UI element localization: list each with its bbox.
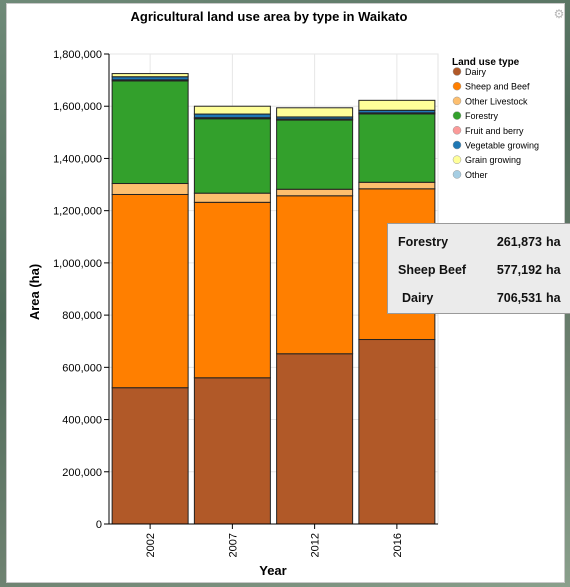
legend-swatch [452, 140, 462, 150]
bar-segment-grain-growing-2012 [276, 107, 354, 118]
bar-segment-vegetable-growing-2007 [193, 113, 271, 119]
chart-title: Agricultural land use area by type in Wa… [131, 9, 408, 24]
x-tick-label: 2002 [145, 533, 157, 557]
bars [111, 73, 436, 525]
legend-label: Fruit and berry [465, 126, 524, 136]
legend-label: Other [465, 170, 488, 180]
settings-icon[interactable]: ⚙ [553, 7, 565, 21]
tooltip-label: Forestry [398, 235, 449, 249]
legend-swatch [452, 126, 462, 135]
tooltip-label: Dairy [402, 291, 434, 305]
legend-label: Grain growing [465, 155, 521, 165]
tooltip-label: Sheep Beef [398, 263, 467, 277]
tooltip-unit: ha [546, 263, 561, 277]
tooltip-row-sheep-beef: Sheep Beef 577,192 ha [388, 263, 570, 281]
legend-label: Dairy [465, 67, 487, 77]
legend-swatch [452, 111, 462, 120]
legend-label: Other Livestock [465, 96, 528, 106]
x-tick-label: 2007 [227, 533, 239, 557]
tooltip-value: 706,531 [496, 291, 542, 305]
y-tick-label: 1,800,000 [53, 49, 102, 61]
y-tick-label: 800,000 [62, 310, 102, 322]
tooltip-unit: ha [546, 291, 561, 305]
tooltip-value: 577,192 [496, 263, 542, 277]
x-tick-label: 2012 [310, 533, 322, 557]
y-tick-label: 1,400,000 [53, 153, 102, 165]
bar-segment-dairy-2016 [358, 339, 436, 525]
bar-segment-dairy-2012 [276, 353, 354, 525]
legend: Land use type Dairy Sheep and Beef Other L… [452, 57, 539, 180]
y-tick-label: 600,000 [62, 362, 102, 374]
bar-segment-sheep-and-beef-2012 [276, 195, 354, 355]
data-tooltip: Forestry 261,873 ha Sheep Beef 577,192 h… [387, 223, 570, 314]
bar-segment-forestry-2016 [358, 113, 436, 183]
tooltip-row-dairy: Dairy 706,531 ha [388, 291, 570, 309]
bar-segment-grain-growing-2016 [358, 99, 436, 111]
y-tick-label: 1,200,000 [53, 206, 102, 218]
bar-segment-other-livestock-2012 [276, 188, 354, 197]
legend-swatch [452, 67, 462, 76]
legend-swatch [452, 96, 462, 106]
legend-swatch [452, 170, 462, 179]
legend-swatch [452, 81, 462, 91]
stacked-bar-chart: Agricultural land use area by type in Wa… [27, 9, 539, 578]
legend-title: Land use type [452, 57, 520, 68]
bar-segment-forestry-2007 [193, 118, 271, 194]
y-tick-label: 400,000 [62, 415, 102, 427]
legend-label: Forestry [465, 111, 499, 121]
bar-segment-other-livestock-2016 [358, 181, 436, 190]
tooltip-value: 261,873 [496, 235, 542, 249]
bar-segment-other-livestock-2007 [193, 192, 271, 203]
y-axis-label: Area (ha) [27, 264, 42, 320]
bar-segment-dairy-2002 [111, 387, 189, 525]
y-tick-label: 0 [96, 519, 102, 531]
chart-window: Agricultural land use area by type in Wa… [6, 3, 570, 583]
bar-segment-dairy-2007 [193, 377, 271, 525]
bar-segment-other-livestock-2002 [111, 183, 189, 195]
bar-segment-sheep-and-beef-2002 [111, 193, 189, 389]
y-tick-label: 1,000,000 [53, 258, 102, 270]
bar-segment-grain-growing-2002 [111, 73, 189, 78]
legend-label: Sheep and Beef [465, 82, 530, 92]
tooltip-row-forestry: Forestry 261,873 ha [388, 235, 570, 253]
y-tick-label: 200,000 [62, 467, 102, 479]
bar-segment-grain-growing-2007 [193, 105, 271, 115]
axes: 0 200,000 400,000 600,000 800,000 1,000,000 1,… [53, 49, 438, 557]
x-axis-label: Year [259, 563, 286, 578]
legend-swatch [452, 155, 462, 164]
legend-label: Vegetable growing [465, 141, 539, 151]
x-tick-label: 2016 [392, 533, 404, 557]
bar-segment-forestry-2012 [276, 119, 354, 190]
bar-segment-sheep-and-beef-2007 [193, 201, 271, 379]
tooltip-unit: ha [546, 235, 561, 249]
y-tick-label: 1,600,000 [53, 101, 102, 113]
bar-segment-forestry-2002 [111, 80, 189, 185]
